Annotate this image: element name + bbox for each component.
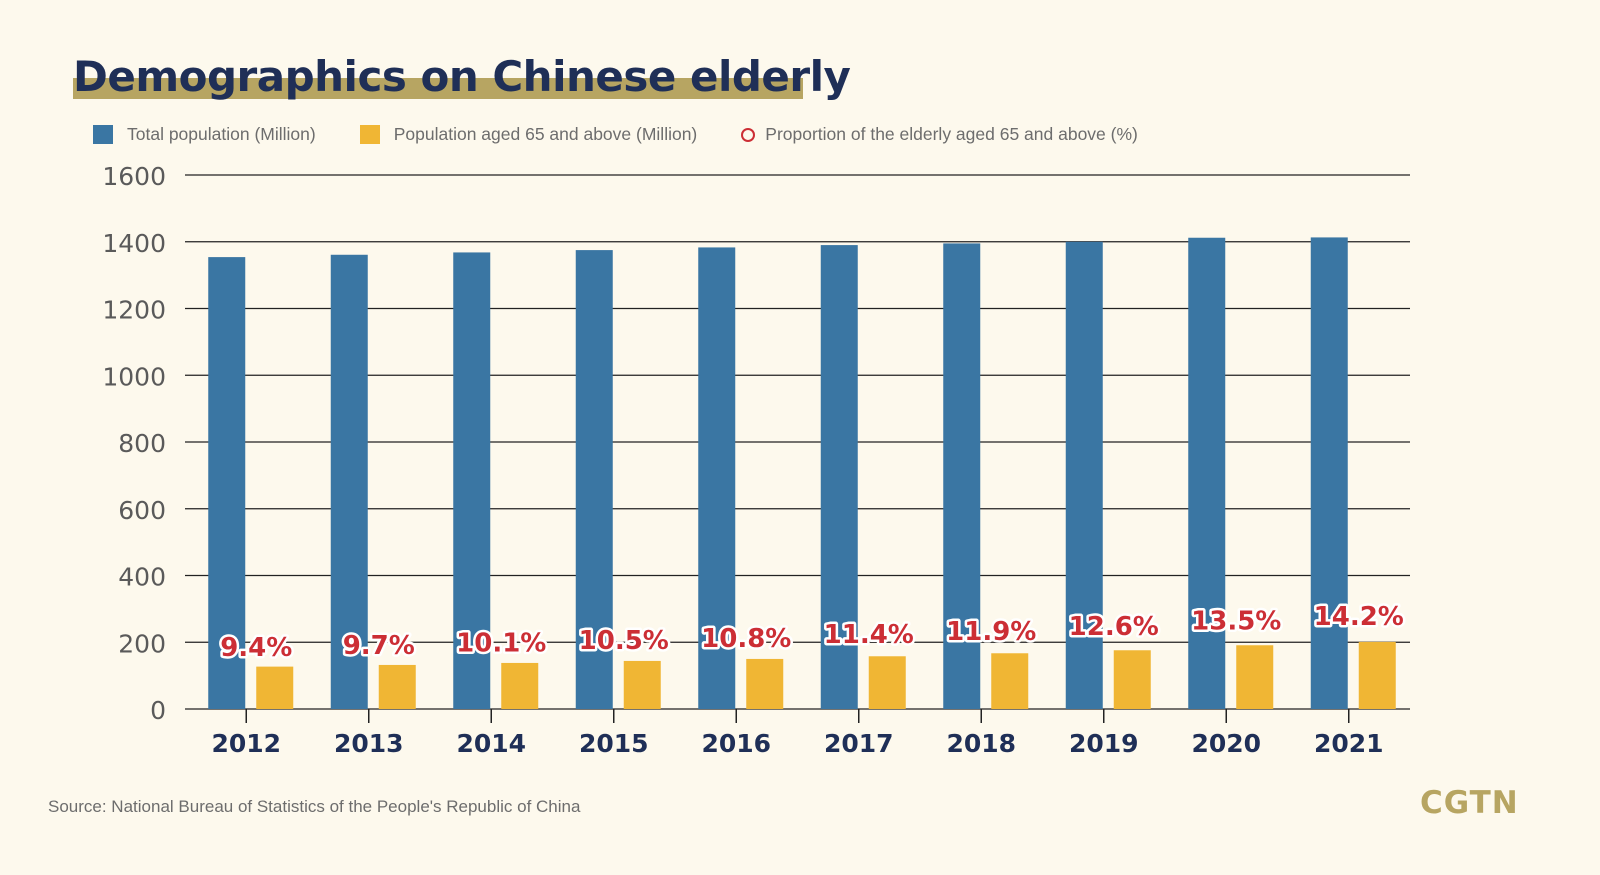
- x-tick-label: 2017: [824, 729, 894, 758]
- bar-total-population: [1310, 237, 1348, 709]
- source-note: Source: National Bureau of Statistics of…: [48, 797, 581, 816]
- legend-label-elderly: Population aged 65 and above (Million): [393, 124, 698, 144]
- y-tick-label: 1400: [102, 229, 166, 258]
- y-tick-label: 200: [118, 629, 166, 658]
- y-tick-label: 400: [118, 563, 166, 592]
- proportion-data-label: 11.9%: [946, 617, 1036, 647]
- title-block: Demographics on Chinese elderly: [73, 48, 851, 106]
- bar-elderly-population: [256, 666, 294, 709]
- legend-swatch-total: [93, 125, 113, 144]
- proportion-data-label: 9.7%: [343, 631, 415, 661]
- bar-total-population: [698, 247, 736, 709]
- proportion-data-label: 9.4%: [220, 633, 292, 663]
- title-highlight: [73, 78, 803, 99]
- x-tick-label: 2015: [579, 729, 649, 758]
- bar-elderly-population: [623, 660, 661, 709]
- bar-total-population: [208, 257, 246, 709]
- x-tick-label: 2019: [1069, 729, 1139, 758]
- proportion-data-label: 14.2%: [1314, 602, 1404, 632]
- bar-elderly-population: [501, 662, 539, 709]
- bar-total-population: [943, 243, 981, 709]
- legend-circle-icon: [741, 127, 756, 142]
- y-tick-label: 1000: [102, 362, 166, 391]
- legend-label-total: Total population (Million): [127, 124, 316, 144]
- bar-total-population: [1188, 237, 1226, 709]
- legend: Total population (Million) Population ag…: [93, 124, 1182, 145]
- bar-elderly-population: [746, 658, 784, 709]
- y-tick-label: 600: [118, 496, 166, 525]
- legend-label-proportion: Proportion of the elderly aged 65 and ab…: [765, 124, 1138, 144]
- proportion-data-label: 12.6%: [1069, 612, 1159, 642]
- bar-total-population: [820, 245, 858, 709]
- x-tick-label: 2013: [334, 729, 404, 758]
- bar-total-population: [453, 252, 491, 709]
- bar-elderly-population: [991, 653, 1029, 709]
- y-tick-label: 1200: [102, 296, 166, 325]
- x-tick-label: 2018: [946, 729, 1016, 758]
- legend-item-elderly: Population aged 65 and above (Million): [359, 124, 698, 145]
- proportion-data-label: 10.8%: [701, 624, 791, 654]
- legend-item-total: Total population (Million): [93, 124, 316, 145]
- chart-title: Demographics on Chinese elderly: [73, 52, 851, 101]
- proportion-data-label: 13.5%: [1191, 606, 1281, 636]
- proportion-data-label: 11.4%: [824, 620, 914, 650]
- bar-total-population: [575, 250, 613, 709]
- y-tick-label: 1600: [102, 162, 166, 191]
- x-tick-label: 2016: [701, 729, 771, 758]
- x-tick-label: 2012: [211, 729, 281, 758]
- bar-elderly-population: [1358, 641, 1396, 709]
- bar-elderly-population: [868, 656, 906, 709]
- y-tick-label: 0: [150, 696, 166, 725]
- legend-swatch-elderly: [359, 125, 380, 144]
- proportion-data-label: 10.5%: [579, 626, 669, 656]
- y-tick-label: 800: [118, 429, 166, 458]
- bar-total-population: [330, 254, 368, 710]
- bar-total-population: [1065, 241, 1103, 709]
- bar-elderly-population: [378, 664, 416, 709]
- brand-logo: CGTN: [1420, 785, 1519, 821]
- bar-elderly-population: [1113, 650, 1151, 709]
- legend-item-proportion: Proportion of the elderly aged 65 and ab…: [741, 124, 1138, 145]
- bar-elderly-population: [1236, 645, 1274, 709]
- x-tick-label: 2020: [1191, 729, 1261, 758]
- proportion-data-label: 10.1%: [456, 628, 546, 658]
- x-tick-label: 2014: [456, 729, 526, 758]
- x-tick-label: 2021: [1314, 729, 1384, 758]
